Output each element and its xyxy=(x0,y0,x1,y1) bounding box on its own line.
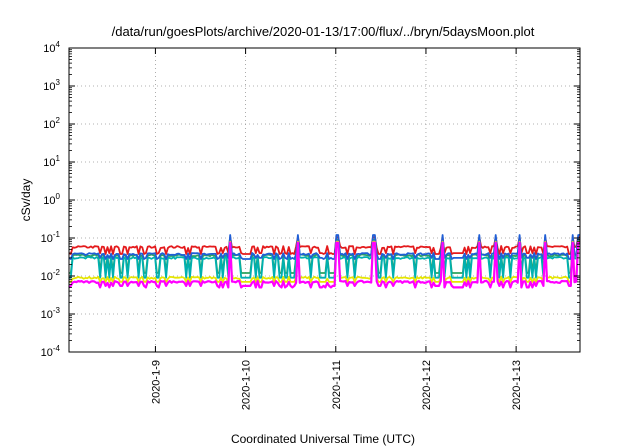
x-tick-label: 2020-1-10 xyxy=(241,360,253,410)
x-tick-label: 2020-1-11 xyxy=(331,360,343,409)
x-tick-label: 2020-1-13 xyxy=(511,360,523,410)
series-line xyxy=(68,234,580,260)
y-axis: 10-4 10-3 10-2 10-1 100 101 102 103 104 xyxy=(41,40,580,359)
y-tick-label: 10-1 xyxy=(41,230,61,245)
y-axis-label: cSv/day xyxy=(19,179,33,222)
y-tick-label: 10-2 xyxy=(41,268,61,283)
series-line xyxy=(68,241,580,289)
series-group xyxy=(68,234,580,289)
y-tick-label: 100 xyxy=(43,192,60,207)
x-tick-label: 2020-1-12 xyxy=(421,360,433,410)
grid xyxy=(69,48,580,352)
series-line xyxy=(68,236,580,255)
y-tick-label: 10-4 xyxy=(41,344,61,359)
x-tick-label: 2020-1-9 xyxy=(150,360,162,404)
y-tick-label: 103 xyxy=(43,78,60,93)
y-tick-label: 102 xyxy=(43,116,60,131)
x-axis-label: Coordinated Universal Time (UTC) xyxy=(231,432,415,446)
x-axis: 2020-1-9 2020-1-10 2020-1-11 2020-1-12 2020-… xyxy=(150,48,523,410)
y-tick-label: 10-3 xyxy=(41,306,61,321)
y-tick-label: 101 xyxy=(43,154,60,169)
chart-title: /data/run/goesPlots/archive/2020-01-13/1… xyxy=(112,24,535,39)
y-tick-label: 104 xyxy=(43,40,60,55)
